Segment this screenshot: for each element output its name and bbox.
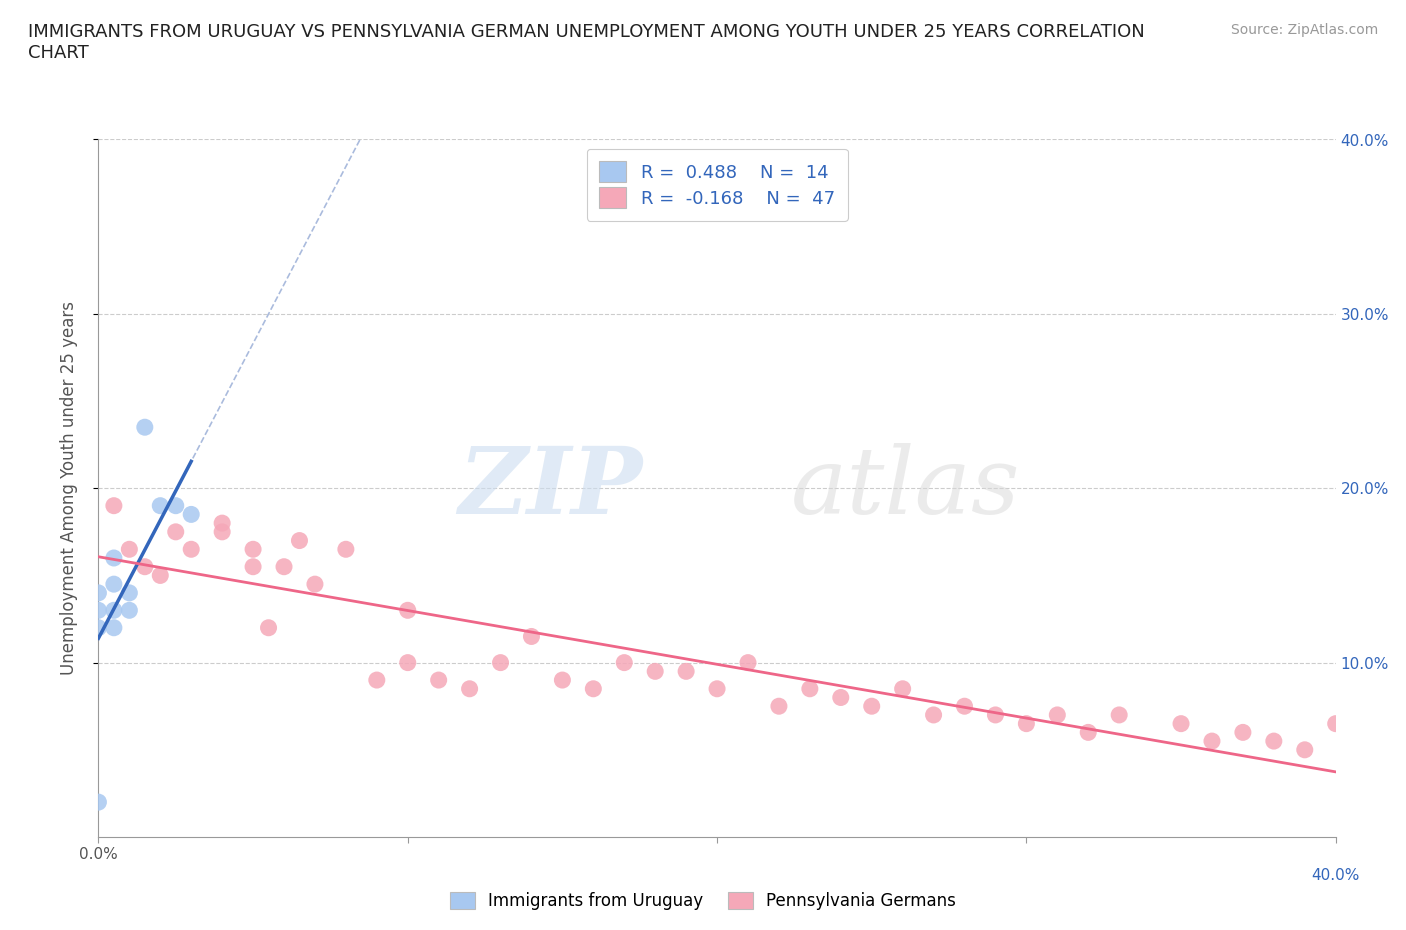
Point: [675, 664, 697, 679]
Point: [118, 586, 141, 601]
Point: [103, 551, 125, 565]
Legend: Immigrants from Uruguay, Pennsylvania Germans: Immigrants from Uruguay, Pennsylvania Ge…: [443, 885, 963, 917]
Point: [288, 533, 311, 548]
Point: [103, 498, 125, 513]
Point: [396, 656, 419, 671]
Point: [273, 559, 295, 574]
Point: [134, 559, 156, 574]
Point: [799, 682, 821, 697]
Point: [953, 698, 976, 713]
Text: 40.0%: 40.0%: [1312, 868, 1360, 883]
Point: [737, 656, 759, 671]
Point: [87, 603, 110, 618]
Point: [118, 542, 141, 557]
Point: [984, 708, 1007, 723]
Point: [103, 603, 125, 618]
Point: [582, 682, 605, 697]
Point: [1077, 725, 1099, 740]
Point: [520, 629, 543, 644]
Point: [180, 542, 202, 557]
Point: [644, 664, 666, 679]
Point: [149, 498, 172, 513]
Point: [335, 542, 357, 557]
Point: [103, 577, 125, 591]
Point: [860, 698, 883, 713]
Point: [1046, 708, 1069, 723]
Legend: R =  0.488    N =  14, R =  -0.168    N =  47: R = 0.488 N = 14, R = -0.168 N = 47: [586, 149, 848, 221]
Text: IMMIGRANTS FROM URUGUAY VS PENNSYLVANIA GERMAN UNEMPLOYMENT AMONG YOUTH UNDER 25: IMMIGRANTS FROM URUGUAY VS PENNSYLVANIA …: [28, 23, 1144, 62]
Point: [1294, 742, 1316, 757]
Point: [458, 682, 481, 697]
Point: [1170, 716, 1192, 731]
Point: [257, 620, 280, 635]
Point: [242, 542, 264, 557]
Point: [165, 498, 187, 513]
Point: [1108, 708, 1130, 723]
Text: atlas: atlas: [792, 444, 1021, 533]
Point: [1324, 716, 1347, 731]
Point: [489, 656, 512, 671]
Point: [1015, 716, 1038, 731]
Text: Source: ZipAtlas.com: Source: ZipAtlas.com: [1230, 23, 1378, 37]
Point: [165, 525, 187, 539]
Point: [427, 672, 450, 687]
Point: [1263, 734, 1285, 749]
Text: ZIP: ZIP: [458, 444, 643, 533]
Point: [304, 577, 326, 591]
Point: [87, 586, 110, 601]
Point: [366, 672, 388, 687]
Point: [706, 682, 728, 697]
Point: [830, 690, 852, 705]
Point: [103, 620, 125, 635]
Point: [396, 603, 419, 618]
Point: [149, 568, 172, 583]
Point: [242, 559, 264, 574]
Point: [211, 515, 233, 530]
Point: [613, 656, 636, 671]
Point: [118, 603, 141, 618]
Point: [1201, 734, 1223, 749]
Y-axis label: Unemployment Among Youth under 25 years: Unemployment Among Youth under 25 years: [59, 301, 77, 675]
Point: [87, 620, 110, 635]
Point: [134, 419, 156, 434]
Point: [1232, 725, 1254, 740]
Point: [551, 672, 574, 687]
Point: [180, 507, 202, 522]
Point: [87, 794, 110, 809]
Point: [891, 682, 914, 697]
Point: [211, 525, 233, 539]
Point: [768, 698, 790, 713]
Point: [922, 708, 945, 723]
